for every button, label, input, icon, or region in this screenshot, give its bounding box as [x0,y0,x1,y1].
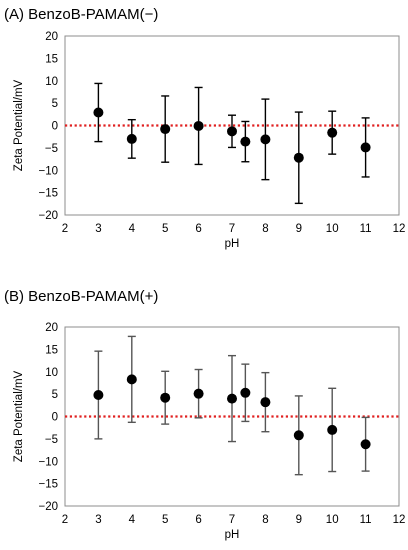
data-marker [193,120,204,131]
x-tick-labels: 2 3 4 5 6 7 8 9 10 11 12 [62,514,406,526]
x-tick-label: 9 [296,223,302,235]
data-point [260,98,271,181]
x-tick-label: 6 [195,223,201,235]
data-marker [327,424,338,435]
data-point [260,371,271,433]
x-tick-label: 11 [360,223,372,235]
y-tick-label: 5 [52,98,58,110]
y-tick-label: −10 [38,456,58,468]
data-point [360,416,371,472]
x-tick-label: 11 [360,514,372,526]
data-point [193,368,204,419]
data-marker [260,397,271,408]
data-marker [260,134,271,145]
data-marker [160,124,171,135]
x-tick-label: 5 [162,223,168,235]
y-tick-label: −20 [38,501,58,513]
data-marker [293,152,304,163]
y-tick-label: 20 [45,31,58,43]
data-points [93,335,371,476]
chart-title: (A) BenzoB-PAMAM(−) [4,6,158,23]
x-tick-label: 12 [393,514,406,526]
x-tick-label: 9 [296,514,302,526]
x-tick-label: 3 [95,223,101,235]
data-point [327,110,338,155]
data-marker [240,387,251,398]
x-tick-label: 7 [229,223,235,235]
y-tick-label: 15 [45,344,58,356]
data-point [227,114,237,149]
x-axis-label: pH [225,238,240,250]
x-tick-labels: 2 3 4 5 6 7 8 9 10 11 12 [62,223,406,235]
y-tick-label: −15 [38,479,58,491]
data-marker [160,392,171,403]
x-tick-label: 12 [393,223,406,235]
data-point [227,354,237,443]
data-points [93,82,371,205]
y-axis-label: Zeta Potential/mV [13,79,25,171]
y-tick-label: −20 [38,210,58,222]
y-tick-label: 10 [45,367,58,379]
y-axis-label: Zeta Potential/mV [13,370,25,462]
data-point [327,387,338,473]
data-point [126,118,137,159]
x-tick-label: 7 [229,514,235,526]
data-point [240,120,251,163]
y-tick-label: 5 [52,389,58,401]
chart-panel-b: (B) BenzoB-PAMAM(+) 2 3 4 5 6 7 8 9 10 11 12 20 15 1… [4,288,405,541]
data-marker [293,430,304,441]
x-tick-label: 4 [129,514,136,526]
x-tick-label: 10 [326,223,339,235]
data-marker [360,142,371,153]
x-tick-label: 2 [62,223,68,235]
y-tick-label: −10 [38,165,58,177]
data-marker [227,393,237,404]
x-tick-label: 3 [95,514,101,526]
chart-title: (B) BenzoB-PAMAM(+) [4,288,158,305]
data-point [93,350,104,440]
x-axis-label: pH [225,529,240,541]
y-tick-labels: 20 15 10 5 0 −5 −10 −15 −20 [38,322,58,513]
y-tick-labels: 20 15 10 5 0 −5 −10 −15 −20 [38,31,58,222]
data-marker [193,388,204,399]
y-tick-label: −5 [45,143,58,155]
data-marker [360,439,371,450]
data-point [126,335,137,424]
data-marker [93,107,104,118]
y-tick-label: 0 [52,121,58,133]
data-marker [227,126,237,137]
x-tick-label: 8 [262,514,268,526]
y-tick-label: 10 [45,76,58,88]
y-tick-label: −15 [38,188,58,200]
data-point [193,86,204,166]
y-tick-label: 15 [45,53,58,65]
x-tick-label: 10 [326,514,339,526]
data-point [93,82,104,143]
x-tick-label: 8 [262,223,268,235]
data-marker [126,133,137,144]
data-marker [240,136,251,147]
data-marker [327,127,338,138]
data-point [293,111,304,205]
data-point [360,117,371,178]
chart-panel-a: (A) BenzoB-PAMAM(−) 2 3 4 5 6 7 8 9 10 11 12 20 15 1… [4,6,405,250]
data-marker [93,390,104,401]
x-tick-label: 2 [62,514,68,526]
y-tick-label: −5 [45,434,58,446]
y-tick-label: 20 [45,322,58,334]
data-point [240,363,251,423]
x-tick-label: 6 [195,514,201,526]
data-point [293,395,304,476]
data-point [160,95,171,163]
data-marker [126,374,137,385]
x-tick-label: 5 [162,514,168,526]
x-tick-label: 4 [129,223,136,235]
y-tick-label: 0 [52,412,58,424]
data-point [160,370,171,425]
